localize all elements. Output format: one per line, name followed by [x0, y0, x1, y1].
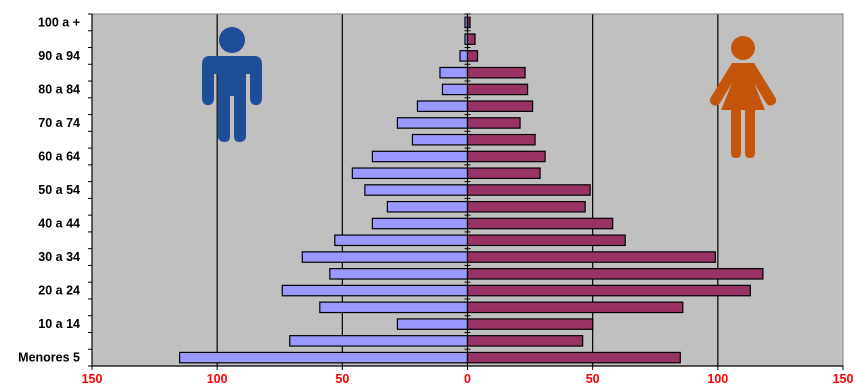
y-tick-label: 10 a 14: [38, 317, 80, 331]
y-axis-tick-labels: Menores 5 10 a 14 20 a 24 30 a 34 40 a 44 50 …: [18, 15, 80, 364]
bar-female: [466, 301, 684, 314]
bar-female: [466, 167, 541, 180]
bar-female: [466, 83, 529, 96]
bar-male: [334, 234, 469, 247]
x-axis-tick-labels: 150 100 50 0 50 100 150: [82, 372, 854, 386]
bar-female: [466, 251, 716, 263]
y-tick-label: 70 a 74: [38, 116, 80, 130]
bar-female: [466, 200, 586, 213]
bar-female: [466, 33, 476, 45]
bar-male: [411, 133, 469, 146]
bar-male: [386, 200, 469, 213]
bar-male: [281, 284, 469, 297]
bar-male: [364, 184, 469, 196]
y-tick-label: 30 a 34: [38, 250, 80, 264]
bar-female: [466, 50, 479, 62]
bar-male: [301, 251, 469, 263]
bar-male: [371, 150, 469, 163]
x-tick-label: 150: [82, 372, 103, 386]
bar-female: [466, 217, 614, 230]
bar-male: [329, 268, 469, 280]
bar-male: [289, 335, 469, 347]
y-tick-label: 100 a +: [38, 15, 80, 29]
bar-female: [466, 284, 751, 297]
bar-male: [371, 217, 469, 230]
bar-female: [466, 335, 584, 347]
male-person-icon: [202, 27, 262, 142]
bar-male: [459, 50, 469, 62]
bar-male: [351, 167, 469, 180]
y-tick-label: 50 a 54: [38, 183, 80, 197]
x-tick-label: 100: [707, 372, 728, 386]
bar-female: [466, 184, 591, 196]
bar-female: [466, 268, 764, 280]
bar-male: [319, 301, 469, 314]
bar-male: [396, 117, 469, 129]
bar-male: [441, 83, 469, 96]
x-tick-label: 50: [586, 372, 600, 386]
bar-female: [466, 351, 681, 364]
bar-female: [466, 234, 626, 247]
y-tick-label: 90 a 94: [38, 49, 80, 63]
bar-male: [416, 100, 469, 112]
x-tick-label: 50: [335, 372, 349, 386]
bar-male: [179, 351, 469, 364]
bar-female: [466, 100, 534, 112]
y-tick-label: Menores 5: [18, 351, 80, 365]
x-tick-label: 100: [207, 372, 228, 386]
y-tick-label: 20 a 24: [38, 284, 80, 298]
bar-male: [439, 66, 469, 79]
female-person-icon: [709, 36, 777, 158]
y-tick-label: 80 a 84: [38, 82, 80, 96]
bar-male: [396, 318, 469, 330]
y-tick-label: 40 a 44: [38, 217, 80, 231]
x-tick-label: 0: [464, 372, 471, 386]
y-tick-label: 60 a 64: [38, 149, 80, 163]
bar-female: [466, 117, 521, 129]
bar-female: [466, 66, 526, 79]
x-tick-label: 150: [833, 372, 854, 386]
bar-female: [466, 133, 536, 146]
axes: [88, 13, 844, 370]
bar-female: [466, 150, 546, 163]
bar-female: [466, 318, 594, 330]
